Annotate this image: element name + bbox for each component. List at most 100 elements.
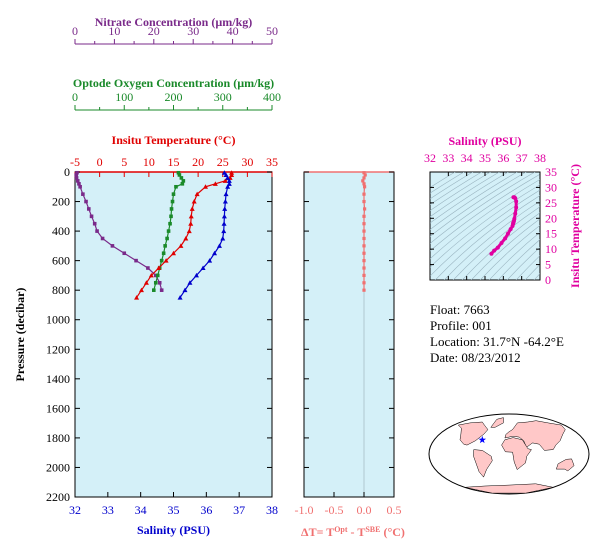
delta-marker — [362, 288, 366, 292]
profile-plot-area — [74, 171, 273, 498]
delta-marker — [362, 176, 366, 180]
landmass — [490, 417, 504, 428]
delta-marker — [362, 273, 366, 278]
delta-marker — [362, 244, 366, 248]
oxygen-axis-label: Optode Oxygen Concentration (µm/kg) — [73, 76, 274, 90]
temperature-axis-label: Insitu Temperature (°C) — [112, 133, 236, 147]
delta-marker — [361, 179, 365, 183]
nitrate-marker — [92, 221, 97, 226]
ts-marker — [514, 205, 519, 210]
delta-axis-label: ΔT= TOpt - TSBE (°C) — [301, 525, 405, 540]
salinity-marker — [220, 235, 226, 241]
delta-marker — [362, 281, 366, 285]
density-contour — [497, 239, 540, 280]
salinity-marker — [221, 221, 227, 226]
temperature-marker — [183, 235, 189, 241]
profile-value: 001 — [472, 318, 492, 333]
density-contour — [430, 172, 518, 231]
ts-marker — [513, 196, 518, 201]
oxygen-marker — [180, 182, 185, 186]
delta-marker — [362, 266, 366, 270]
density-contour — [479, 225, 540, 280]
ts-x-tick-label: 36 — [497, 151, 509, 165]
nitrate-axis: 0 10 20 30 40 50 Nitrate Concentration (µm/kg) — [72, 15, 278, 45]
delta-tick-label: -0.5 — [325, 503, 344, 517]
density-contour — [506, 246, 540, 280]
ts-marker — [514, 199, 519, 204]
float-info: Float: 7663 — [430, 302, 490, 318]
nitrate-marker — [146, 266, 150, 270]
float-location-marker — [478, 435, 487, 444]
oxygen-marker — [159, 258, 164, 263]
temperature-marker — [163, 258, 169, 263]
nitrate-marker — [157, 280, 162, 285]
density-contour — [524, 264, 540, 280]
oxygen-tick-label: 200 — [165, 90, 183, 104]
delta-marker — [362, 182, 366, 186]
temperature-marker — [143, 280, 149, 285]
pressure-tick-label: 1400 — [46, 372, 70, 386]
nitrate-marker — [153, 273, 158, 278]
salinity-tick-label: 34 — [135, 503, 147, 517]
oxygen-marker — [171, 192, 176, 196]
temperature-marker — [222, 178, 228, 183]
oxygen-marker — [168, 221, 172, 226]
ts-x-tick-label: 37 — [516, 151, 528, 165]
nitrate-marker — [89, 214, 94, 219]
pressure-tick-label: 0 — [64, 165, 70, 179]
ts-marker — [495, 245, 500, 250]
nitrate-marker — [75, 170, 79, 175]
oxygen-marker — [181, 179, 186, 183]
salinity-marker — [177, 295, 183, 300]
delta-marker — [362, 236, 366, 241]
pressure-tick-label: 1800 — [46, 431, 70, 445]
delta-label-superscript: SBE — [365, 525, 380, 534]
salinity-marker — [182, 287, 188, 293]
delta-marker — [362, 259, 366, 263]
ts-y-tick-label: 25 — [545, 196, 557, 210]
salinity-marker — [221, 228, 227, 234]
temperature-marker — [171, 250, 176, 256]
salinity-marker — [225, 184, 231, 189]
salinity-marker — [221, 213, 227, 219]
ts-y-tick-label: 0 — [545, 273, 551, 287]
oxygen-marker — [155, 273, 160, 278]
ts-marker — [505, 231, 510, 236]
nitrate-marker — [110, 244, 115, 248]
profile-info: Profile: 001 — [430, 318, 492, 334]
landmass — [464, 483, 554, 494]
temperature-marker — [178, 243, 184, 248]
ts-y-tick-label: 20 — [545, 211, 557, 225]
nitrate-marker — [84, 199, 88, 204]
temperature-marker — [203, 184, 209, 189]
salinity-marker — [226, 181, 232, 186]
ts-marker — [503, 236, 508, 241]
date-label: Date: — [430, 350, 459, 365]
date-value: 08/23/2012 — [461, 350, 521, 365]
salinity-marker — [222, 206, 228, 211]
ts-x-tick-label: 34 — [461, 151, 473, 165]
salinity-marker — [212, 250, 218, 256]
ts-x-tick-label: 32 — [424, 151, 436, 165]
oxygen-marker — [169, 214, 173, 219]
ts-y-tick-label: 30 — [545, 180, 557, 194]
temperature-marker — [212, 181, 218, 186]
profile-label: Profile: — [430, 318, 469, 333]
density-contour — [597, 223, 608, 290]
salinity-marker — [200, 265, 206, 271]
oxygen-marker — [161, 251, 166, 256]
nitrate-marker — [74, 173, 78, 177]
delta-marker — [363, 207, 367, 211]
salinity-tick-label: 32 — [69, 503, 81, 517]
density-contour — [579, 217, 608, 290]
delta-label-part: - T — [348, 525, 366, 539]
salinity-marker — [223, 172, 229, 177]
delta-marker — [362, 214, 366, 218]
float-value: 7663 — [463, 302, 490, 317]
temperature-marker — [194, 191, 200, 197]
delta-marker — [362, 229, 366, 233]
salinity-marker — [225, 175, 231, 180]
delta-label-part: ΔT= T — [301, 525, 334, 539]
